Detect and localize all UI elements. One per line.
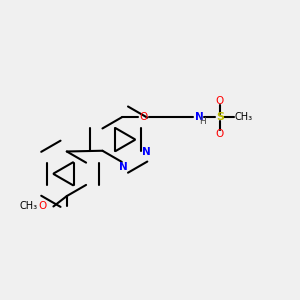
Text: CH₃: CH₃ (19, 202, 37, 212)
Text: H: H (199, 117, 206, 126)
Text: CH₃: CH₃ (235, 112, 253, 122)
Text: O: O (216, 96, 224, 106)
Text: O: O (216, 129, 224, 139)
Text: O: O (38, 202, 46, 212)
Text: O: O (139, 112, 148, 122)
Text: N: N (119, 162, 128, 172)
Text: N: N (142, 147, 151, 157)
Text: S: S (216, 112, 224, 122)
Text: N: N (195, 112, 203, 122)
